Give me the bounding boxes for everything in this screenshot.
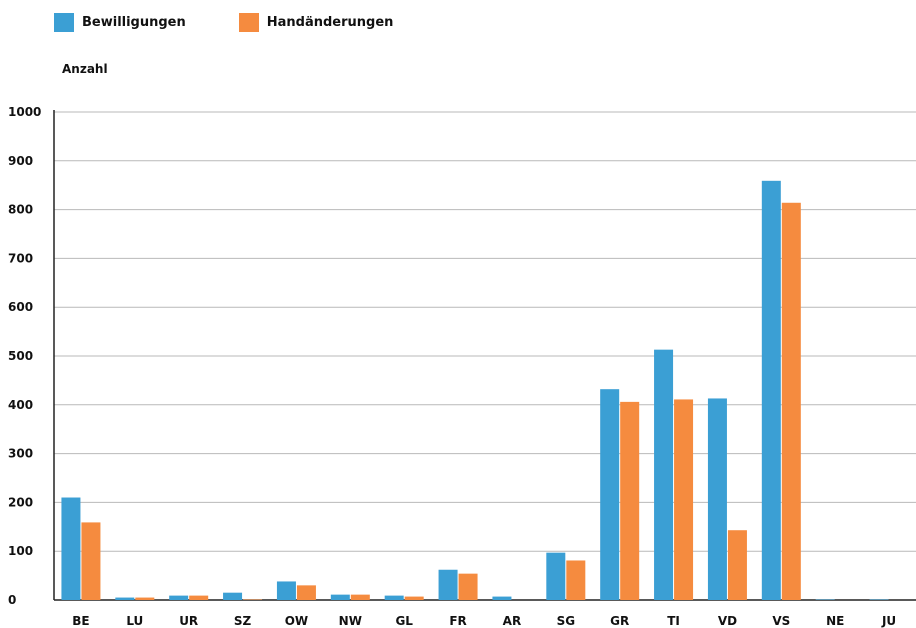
bar-bewilligungen-sz	[223, 592, 243, 600]
y-tick-label: 600	[8, 300, 33, 314]
x-tick-label: AR	[503, 614, 522, 628]
x-tick-label: VS	[772, 614, 790, 628]
bar-handaenderungen-ow	[296, 585, 316, 600]
bar-handaenderungen-gr	[620, 401, 640, 600]
legend-swatch-handaenderungen	[238, 13, 259, 32]
bar-handaenderungen-fr	[458, 573, 478, 600]
legend-swatch-bewilligungen	[54, 13, 74, 32]
bar-bewilligungen-gr	[600, 389, 620, 600]
bar-bewilligungen-ow	[276, 581, 296, 600]
y-tick-label: 900	[8, 154, 33, 168]
y-axis-label: Anzahl	[62, 62, 108, 76]
bar-handaenderungen-gl	[404, 596, 424, 600]
bar-bewilligungen-nw	[330, 594, 350, 600]
bar-bewilligungen-lu	[115, 597, 135, 600]
y-tick-label: 700	[8, 251, 33, 265]
bar-handaenderungen-vs	[781, 202, 801, 600]
bar-bewilligungen-be	[61, 497, 81, 600]
bar-bewilligungen-ti	[654, 349, 674, 600]
bar-bewilligungen-sg	[546, 552, 566, 600]
bar-handaenderungen-ur	[189, 595, 209, 600]
x-tick-label: FR	[449, 614, 466, 628]
x-tick-label: SG	[557, 614, 576, 628]
x-tick-label: NE	[826, 614, 844, 628]
legend-item-bewilligungen: Bewilligungen	[54, 13, 186, 32]
y-tick-label: 300	[8, 447, 33, 461]
bar-bewilligungen-vd	[707, 398, 727, 600]
y-tick-label: 400	[8, 398, 33, 412]
bar-bewilligungen-gl	[384, 595, 404, 600]
x-tick-label: BE	[72, 614, 89, 628]
bar-bewilligungen-vs	[761, 180, 781, 601]
legend-label-bewilligungen: Bewilligungen	[82, 15, 186, 30]
legend: Bewilligungen Handänderungen	[54, 13, 446, 32]
x-tick-label: LU	[126, 614, 143, 628]
x-tick-label: GR	[610, 614, 629, 628]
x-tick-label: JU	[881, 614, 896, 628]
y-tick-label: 0	[8, 593, 16, 607]
bar-bewilligungen-fr	[438, 569, 458, 600]
bar-bewilligungen-ar	[492, 596, 512, 600]
y-tick-label: 200	[8, 495, 33, 509]
y-tick-label: 100	[8, 544, 33, 558]
x-tick-label: GL	[395, 614, 413, 628]
x-tick-label: VD	[718, 614, 737, 628]
y-tick-label: 800	[8, 203, 33, 217]
x-tick-label: SZ	[234, 614, 252, 628]
legend-item-handaenderungen: Handänderungen	[238, 13, 394, 32]
x-tick-label: NW	[339, 614, 362, 628]
bar-handaenderungen-vd	[727, 530, 747, 600]
x-tick-label: OW	[285, 614, 308, 628]
bar-bewilligungen-ur	[169, 595, 189, 600]
y-tick-label: 500	[8, 349, 33, 363]
x-tick-label: TI	[667, 614, 680, 628]
bar-handaenderungen-ti	[674, 399, 694, 600]
bar-handaenderungen-nw	[350, 594, 370, 600]
bar-handaenderungen-sg	[566, 560, 586, 600]
legend-label-handaenderungen: Handänderungen	[266, 15, 394, 30]
bar-handaenderungen-be	[81, 522, 101, 600]
x-tick-label: UR	[179, 614, 198, 628]
bar-handaenderungen-lu	[135, 597, 155, 600]
y-tick-label: 1000	[8, 105, 41, 119]
